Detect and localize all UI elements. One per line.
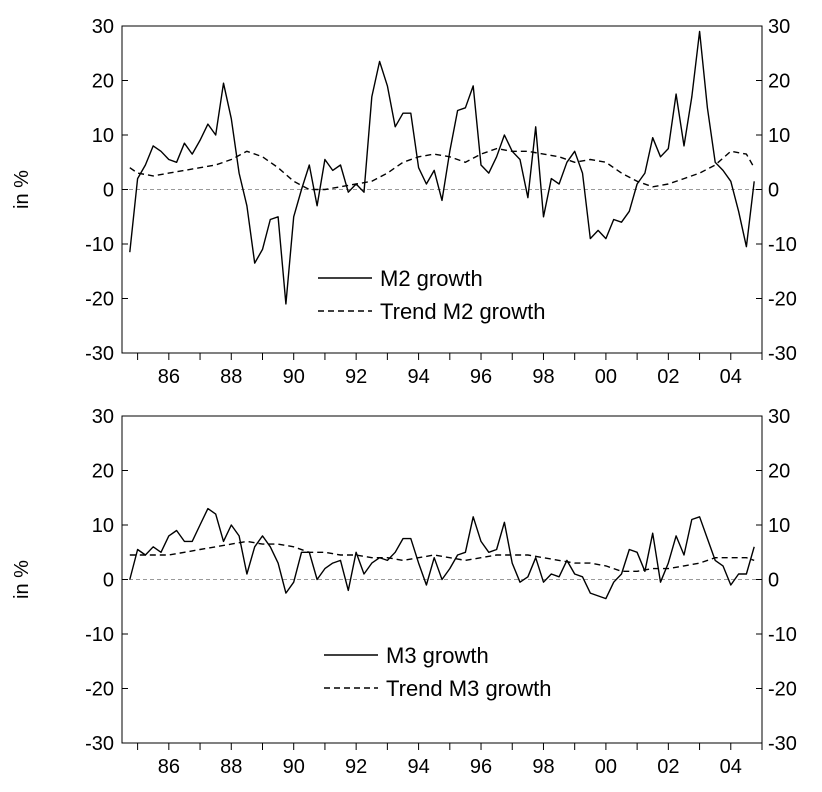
- panel-2-y-tick-label-right: -10: [768, 624, 797, 646]
- panel-1-y-tick-label-right: -20: [768, 289, 797, 311]
- panel-1-x-tick-label: 04: [720, 366, 742, 388]
- panel-1-y-tick-label-right: 0: [768, 180, 779, 202]
- panel-2-x-tick-label: 92: [345, 756, 367, 778]
- panel-1-y-tick-label-left: 10: [92, 125, 114, 147]
- panel-1-y-axis-title: in %: [11, 170, 33, 209]
- panel-1-x-tick-label: 96: [470, 366, 492, 388]
- panel-2-x-tick-label: 96: [470, 756, 492, 778]
- panel-2-y-tick-label-left: 30: [92, 406, 114, 428]
- panel-2-legend-label-2: Trend M3 growth: [386, 676, 551, 701]
- panel-2-x-tick-label: 04: [720, 756, 742, 778]
- panel-2-x-tick-label: 88: [220, 756, 242, 778]
- panel-1-x-tick-label: 88: [220, 366, 242, 388]
- panel-2-x-tick-label: 90: [283, 756, 305, 778]
- panel-2-y-tick-label-left: -10: [85, 624, 114, 646]
- panel-1-y-tick-label-left: 20: [92, 71, 114, 93]
- panel-2-x-tick-label: 86: [158, 756, 180, 778]
- panel-2-y-tick-label-right: 10: [768, 515, 790, 537]
- panel-2-y-tick-label-left: 0: [103, 570, 114, 592]
- panel-2-y-tick-label-right: 20: [768, 461, 790, 483]
- panel-1-series-line-2: [129, 147, 755, 191]
- panel-1-y-tick-label-right: 10: [768, 125, 790, 147]
- panel-1-x-tick-label: 94: [407, 366, 429, 388]
- panel-1-x-tick-label: 02: [657, 366, 679, 388]
- panel-1-x-tick-label: 90: [283, 366, 305, 388]
- panel-1-y-tick-label-left: -30: [85, 343, 114, 365]
- panel-1-y-tick-label-left: 30: [92, 16, 114, 38]
- panel-1-legend-label-1: M2 growth: [380, 266, 483, 291]
- panel-2-x-tick-label: 02: [657, 756, 679, 778]
- panel-2-x-tick-label: 98: [532, 756, 554, 778]
- panel-2-x-tick-label: 94: [407, 756, 429, 778]
- panel-2-y-tick-label-right: 0: [768, 570, 779, 592]
- panel-1-y-tick-label-left: -10: [85, 234, 114, 256]
- panel-2-y-tick-label-left: -30: [85, 733, 114, 755]
- panel-2-y-tick-label-left: -20: [85, 679, 114, 701]
- panel-1-legend-label-2: Trend M2 growth: [380, 299, 545, 324]
- panel-2-y-tick-label-right: 30: [768, 406, 790, 428]
- panel-2-y-tick-label-left: 20: [92, 461, 114, 483]
- panel-2-series-line-1: [129, 507, 755, 600]
- panel-1-series-line-1: [129, 30, 755, 305]
- panel-1-x-tick-label: 98: [532, 366, 554, 388]
- panel-1-y-tick-label-left: 0: [103, 180, 114, 202]
- panel-1-y-tick-label-right: -10: [768, 234, 797, 256]
- panel-1-x-tick-label: 00: [595, 366, 617, 388]
- panel-1-y-tick-label-right: 30: [768, 16, 790, 38]
- panel-2-y-tick-label-right: -20: [768, 679, 797, 701]
- panel-2-legend-label-1: M3 growth: [386, 643, 489, 668]
- panel-1-y-tick-label-right: 20: [768, 71, 790, 93]
- panel-1-x-tick-label: 86: [158, 366, 180, 388]
- panel-2-series-line-2: [129, 540, 755, 572]
- panel-2-y-tick-label-right: -30: [768, 733, 797, 755]
- panel-1-x-tick-label: 92: [345, 366, 367, 388]
- panel-2-y-axis-title: in %: [11, 560, 33, 599]
- panel-2-y-tick-label-left: 10: [92, 515, 114, 537]
- panel-1-y-tick-label-left: -20: [85, 289, 114, 311]
- panel-2-x-tick-label: 00: [595, 756, 617, 778]
- panel-1-y-tick-label-right: -30: [768, 343, 797, 365]
